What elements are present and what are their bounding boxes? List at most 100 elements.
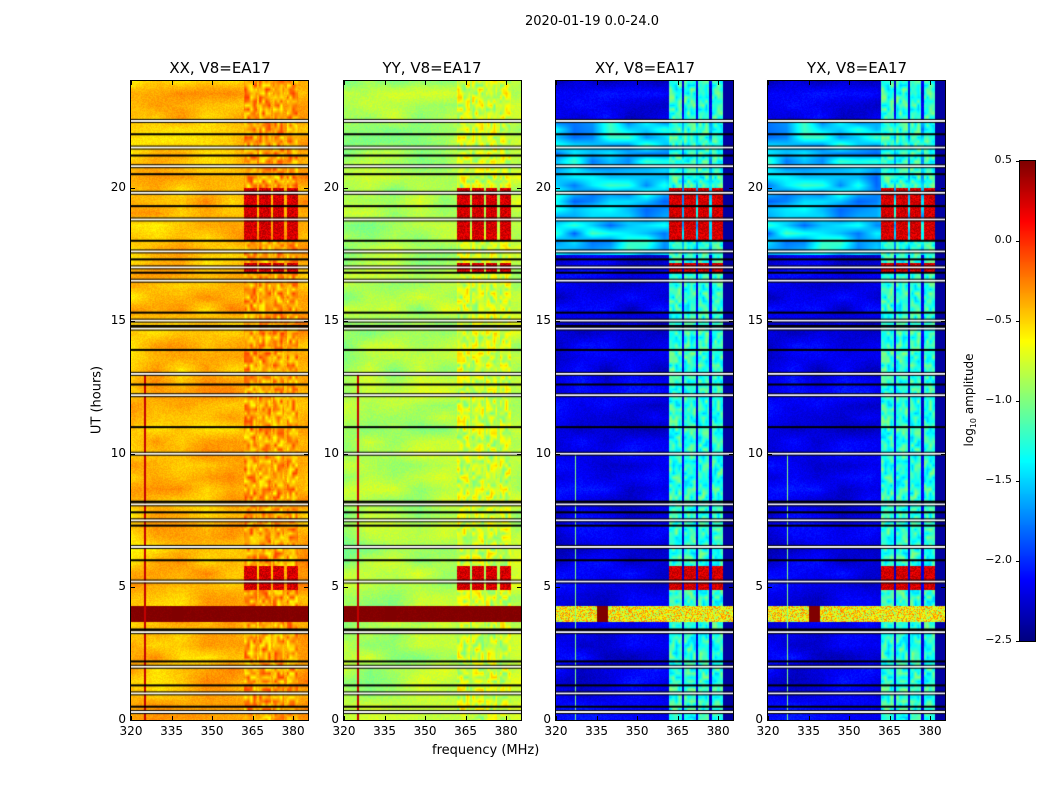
x-tick-mark <box>637 81 639 85</box>
y-tick-mark <box>729 453 733 455</box>
x-tick-mark <box>425 716 427 720</box>
colorbar-tick-label: −1.5 <box>985 473 1012 486</box>
y-tick-label: 15 <box>110 312 126 327</box>
y-tick-mark <box>941 320 945 322</box>
x-tick-mark <box>384 716 386 720</box>
y-tick-mark <box>344 586 348 588</box>
x-tick-mark <box>718 716 720 720</box>
y-tick-mark <box>729 720 733 721</box>
y-tick-mark <box>304 453 308 455</box>
heatmap-panel-yx <box>767 80 946 721</box>
x-tick-label: 350 <box>625 724 649 738</box>
panel-title-xy: XY, V8=EA17 <box>594 59 696 77</box>
heatmap-panel-xy <box>555 80 734 721</box>
x-tick-mark <box>131 81 132 85</box>
y-tick-mark <box>556 453 560 455</box>
y-tick-mark <box>729 187 733 189</box>
panel-title-yx: YX, V8=EA17 <box>806 59 908 77</box>
x-tick-mark <box>252 81 254 85</box>
x-tick-mark <box>556 81 557 85</box>
y-tick-label: 0 <box>118 712 126 726</box>
x-tick-label: 365 <box>878 724 902 738</box>
heatmap-yy <box>344 81 521 720</box>
y-tick-mark <box>941 453 945 455</box>
y-tick-mark <box>304 720 308 721</box>
y-tick-mark <box>344 720 348 721</box>
colorbar-tick-label: 0.0 <box>994 233 1013 246</box>
x-tick-mark <box>425 81 427 85</box>
x-tick-mark <box>384 81 386 85</box>
x-tick-mark <box>556 716 557 720</box>
y-tick-mark <box>304 320 308 322</box>
x-tick-mark <box>677 716 679 720</box>
x-tick-label: 365 <box>454 724 478 738</box>
x-tick-mark <box>930 81 932 85</box>
colorbar-label: log10 amplitude <box>962 354 978 447</box>
y-tick-mark <box>556 320 560 322</box>
heatmap-yx <box>768 81 945 720</box>
y-tick-mark <box>768 320 772 322</box>
x-tick-mark <box>768 716 769 720</box>
y-tick-mark <box>941 187 945 189</box>
x-tick-label: 320 <box>544 724 568 738</box>
x-tick-label: 320 <box>756 724 780 738</box>
x-tick-label: 335 <box>160 724 183 738</box>
x-tick-mark <box>293 716 295 720</box>
x-tick-mark <box>506 716 508 720</box>
y-tick-mark <box>941 586 945 588</box>
colorbar-label-rest: amplitude <box>961 353 976 418</box>
y-tick-mark <box>517 187 521 189</box>
y-tick-mark <box>304 586 308 588</box>
figure-title: 2020-01-19 0.0-24.0 <box>525 14 659 29</box>
y-tick-label: 5 <box>118 578 126 593</box>
y-tick-mark <box>729 586 733 588</box>
x-tick-mark <box>293 81 295 85</box>
y-tick-label: 0 <box>755 712 763 726</box>
y-tick-label: 10 <box>323 445 339 460</box>
colorbar-tick-label: −0.5 <box>985 313 1012 326</box>
y-tick-mark <box>556 720 560 721</box>
y-axis-label: UT (hours) <box>89 365 105 435</box>
x-tick-mark <box>596 716 598 720</box>
x-tick-label: 365 <box>241 724 265 738</box>
x-tick-mark <box>212 81 214 85</box>
y-tick-label: 15 <box>323 312 339 327</box>
y-tick-mark <box>131 586 135 588</box>
x-tick-label: 380 <box>281 724 305 738</box>
x-tick-label: 335 <box>373 724 396 738</box>
y-tick-label: 10 <box>747 445 763 460</box>
x-tick-mark <box>849 81 851 85</box>
y-tick-mark <box>304 187 308 189</box>
y-tick-mark <box>556 187 560 189</box>
colorbar-label-sub: 10 <box>969 417 979 429</box>
y-tick-label: 20 <box>323 179 339 194</box>
y-tick-label: 15 <box>535 312 551 327</box>
y-tick-mark <box>768 453 772 455</box>
colorbar-tick-mark <box>1016 321 1020 322</box>
heatmap-xx <box>131 81 308 720</box>
y-tick-mark <box>517 720 521 721</box>
x-tick-label: 380 <box>918 724 942 738</box>
x-tick-label: 380 <box>494 724 518 738</box>
heatmap-panel-xx <box>130 80 309 721</box>
y-tick-mark <box>344 453 348 455</box>
colorbar-tick-mark <box>1016 241 1020 242</box>
x-tick-label: 380 <box>706 724 730 738</box>
x-tick-mark <box>344 81 345 85</box>
x-tick-mark <box>808 81 810 85</box>
colorbar-gradient <box>1020 161 1035 641</box>
y-tick-mark <box>729 320 733 322</box>
y-tick-mark <box>131 187 135 189</box>
y-tick-mark <box>556 586 560 588</box>
colorbar-tick-label: −2.0 <box>985 553 1012 566</box>
x-tick-mark <box>171 81 173 85</box>
x-tick-mark <box>465 716 467 720</box>
y-tick-mark <box>344 320 348 322</box>
colorbar <box>1019 160 1036 642</box>
x-tick-label: 350 <box>200 724 224 738</box>
x-tick-label: 365 <box>666 724 690 738</box>
colorbar-tick-mark <box>1016 561 1020 562</box>
x-tick-mark <box>768 81 769 85</box>
y-tick-label: 5 <box>331 578 339 593</box>
